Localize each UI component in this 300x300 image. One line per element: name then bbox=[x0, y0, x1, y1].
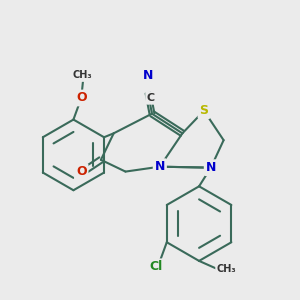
Text: N: N bbox=[143, 69, 153, 82]
Text: N: N bbox=[206, 161, 216, 174]
Text: C: C bbox=[147, 93, 155, 103]
Text: CH₃: CH₃ bbox=[73, 70, 92, 80]
Text: N: N bbox=[154, 160, 165, 173]
Text: O: O bbox=[76, 92, 87, 104]
Text: CH₃: CH₃ bbox=[217, 264, 236, 274]
Text: Cl: Cl bbox=[149, 260, 163, 273]
Text: S: S bbox=[200, 104, 208, 117]
Text: O: O bbox=[76, 165, 87, 178]
